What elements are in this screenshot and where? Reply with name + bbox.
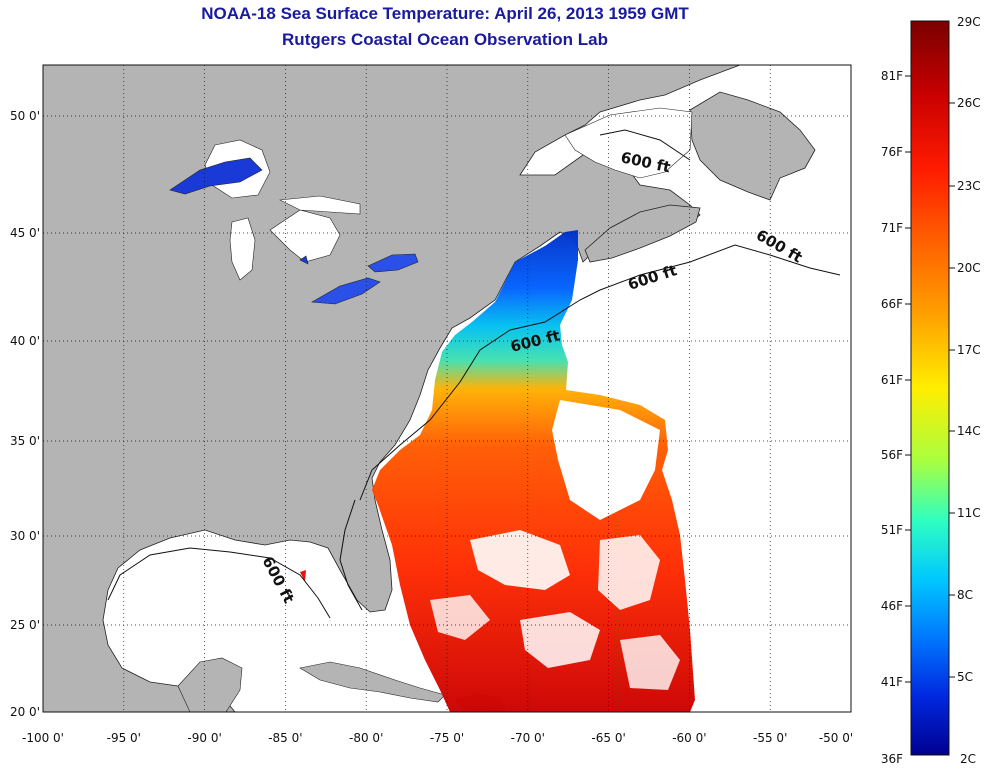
colorbar-label-f: 71F [881,221,903,235]
colorbar-label-c: 5C [957,670,973,684]
colorbar-label-c: 11C [957,506,981,520]
plot-frame [42,64,852,713]
land-north-america [43,65,741,712]
colorbar-celsius-labels: 29C 26C 23C 20C 17C 14C 11C 8C 5C 2C [957,15,981,766]
colorbar-label-f: 46F [881,599,903,613]
lon-tick-label: -80 0' [349,731,383,745]
lat-tick-label: 45 0' [10,226,40,240]
colorbar-ticks [905,75,955,683]
lat-tick-label: 50 0' [10,109,40,123]
lon-ticks: -100 0' -95 0' -90 0' -85 0' -80 0' -75 … [22,731,853,745]
lon-tick-label: -100 0' [22,731,64,745]
colorbar-label-f: 61F [881,373,903,387]
colorbar-label-c: 26C [957,96,981,110]
lat-tick-label: 20 0' [10,705,40,719]
land-cuba [299,661,446,703]
sst-patch-gulf [300,570,306,582]
colorbar-label-c: 29C [957,15,981,29]
lon-tick-label: -55 0' [753,731,787,745]
lon-tick-label: -90 0' [187,731,221,745]
lon-tick-label: -85 0' [268,731,302,745]
colorbar-label-c: 23C [957,179,981,193]
lon-tick-label: -70 0' [511,731,545,745]
colorbar-label-f: 66F [881,297,903,311]
lon-tick-label: -60 0' [672,731,706,745]
lat-tick-label: 30 0' [10,529,40,543]
map-subtitle: Rutgers Coastal Ocean Observation Lab [282,30,608,49]
lat-tick-label: 25 0' [10,618,40,632]
lon-tick-label: -50 0' [819,731,853,745]
land-yucatan [177,657,243,712]
colorbar-label-f: 36F [881,752,903,766]
colorbar [910,20,950,756]
colorbar-label-c: 20C [957,261,981,275]
colorbar-label-c: 17C [957,343,981,357]
colorbar-fahrenheit-labels: 81F 76F 71F 66F 61F 56F 51F 46F 41F 36F [881,69,903,766]
land-newfoundland [689,91,816,201]
colorbar-label-f: 56F [881,448,903,462]
colorbar-label-c: 14C [957,424,981,438]
lon-tick-label: -95 0' [107,731,141,745]
land-nova-scotia [584,204,701,263]
map-title: NOAA-18 Sea Surface Temperature: April 2… [201,4,689,23]
colorbar-label-c: 2C [960,752,976,766]
lat-tick-label: 35 0' [10,434,40,448]
lon-tick-label: -75 0' [430,731,464,745]
colorbar-label-f: 76F [881,145,903,159]
isobath-600ft [107,129,841,619]
lat-ticks: 20 0' 25 0' 30 0' 35 0' 40 0' 45 0' 50 0… [10,109,40,719]
colorbar-label-c: 8C [957,588,973,602]
lon-tick-label: -65 0' [591,731,625,745]
colorbar-label-f: 41F [881,675,903,689]
cloud-gaps [430,400,680,690]
colorbar-label-f: 81F [881,69,903,83]
graticule [43,65,851,712]
gulf-st-lawrence [564,107,693,179]
colorbar-label-f: 51F [881,523,903,537]
great-lakes [169,157,419,305]
lat-tick-label: 40 0' [10,334,40,348]
